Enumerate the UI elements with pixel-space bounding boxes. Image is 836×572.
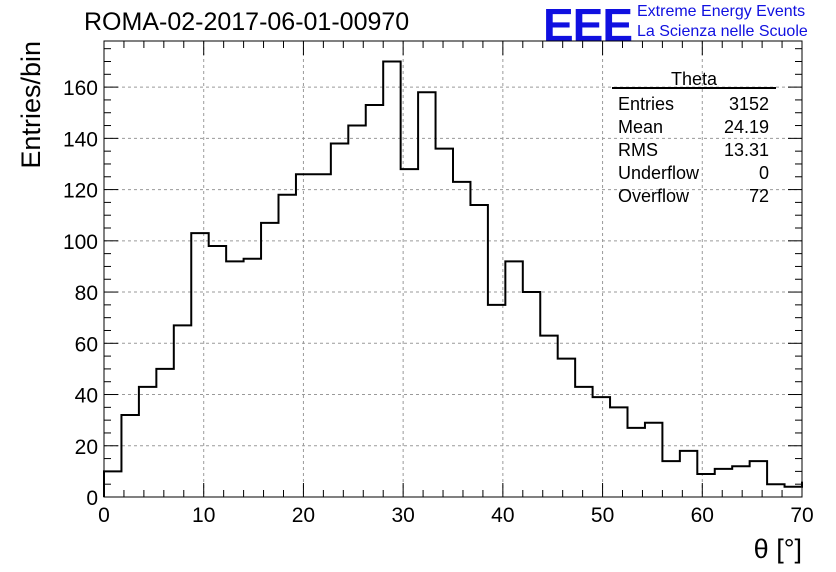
x-tick-label: 20 <box>292 504 315 527</box>
histogram-bin <box>313 174 330 497</box>
histogram-bin <box>628 428 645 497</box>
histogram-outline <box>103 60 803 497</box>
stats-value: 3152 <box>729 94 769 114</box>
logo-line-1: Extreme Energy Events <box>637 3 806 20</box>
histogram-bin <box>470 205 487 497</box>
x-tick-label: 10 <box>192 504 215 527</box>
y-tick-label: 80 <box>75 282 98 305</box>
histogram-bin <box>191 233 208 497</box>
histogram-bin <box>662 461 679 497</box>
y-axis-label: Entries/bin <box>16 41 46 169</box>
x-tick-label: 40 <box>491 504 514 527</box>
y-tick-label: 120 <box>63 180 98 203</box>
y-tick-label: 100 <box>63 231 98 254</box>
histogram-bin <box>750 461 767 497</box>
chart-title: ROMA-02-2017-06-01-00970 <box>84 8 410 36</box>
stats-label: Mean <box>618 117 663 137</box>
y-tick-label: 40 <box>75 385 98 408</box>
histogram-bin <box>156 369 173 497</box>
histogram-bin <box>261 223 278 497</box>
histogram-bin <box>523 292 540 497</box>
histogram-bin <box>244 259 261 497</box>
stats-label: Underflow <box>618 163 700 183</box>
histogram-bin <box>488 305 505 497</box>
histogram-bin <box>436 149 453 497</box>
x-tick-label: 70 <box>790 504 813 527</box>
y-tick-label: 60 <box>75 333 98 356</box>
histogram-bin <box>610 407 627 497</box>
histogram-bin <box>575 387 592 497</box>
logo-text: Extreme Energy Events La Scienza nelle S… <box>637 2 808 42</box>
histogram-bin <box>453 182 470 497</box>
x-tick-label: 0 <box>98 504 110 527</box>
histogram-bin <box>680 451 697 497</box>
histogram-bin <box>348 126 365 497</box>
x-tick-label: 50 <box>591 504 614 527</box>
histogram-bin <box>697 474 714 497</box>
histogram-bin <box>331 143 348 497</box>
stats-value: 24.19 <box>724 117 769 137</box>
plot-frame <box>103 40 803 498</box>
logo-line-2: La Scienza nelle Scuole <box>637 23 808 40</box>
x-tick-label: 30 <box>391 504 414 527</box>
histogram-bin <box>732 466 749 497</box>
y-tick-label: 140 <box>63 128 98 151</box>
histogram-bin <box>785 487 802 497</box>
eee-logo: EEE <box>543 0 633 51</box>
histogram-bin <box>645 423 662 497</box>
histogram-bin <box>383 61 400 497</box>
stats-label: Overflow <box>618 186 690 206</box>
histogram-bin <box>366 105 383 497</box>
y-tick-label: 20 <box>75 436 98 459</box>
histogram-bin <box>121 415 138 497</box>
histogram-bin <box>540 336 557 497</box>
histogram-bin <box>174 325 191 497</box>
histogram-bin <box>558 359 575 497</box>
x-axis-label: θ [°] <box>754 534 802 564</box>
histogram-bin <box>593 397 610 497</box>
stats-label: Entries <box>618 94 674 114</box>
histogram-bin <box>139 387 156 497</box>
x-tick-label: 60 <box>691 504 714 527</box>
y-tick-label: 0 <box>86 487 98 510</box>
stats-value: 13.31 <box>724 140 769 160</box>
histogram-bin <box>767 484 784 497</box>
histogram-bin <box>296 174 313 497</box>
stats-value: 0 <box>759 163 769 183</box>
stats-title: Theta <box>671 69 718 89</box>
histogram-bin <box>401 169 418 497</box>
histogram-bin <box>279 195 296 497</box>
histogram-bin <box>715 469 732 497</box>
histogram-bin <box>418 92 435 497</box>
histogram-bin <box>104 471 121 497</box>
stats-value: 72 <box>749 186 769 206</box>
histogram-bin <box>209 246 226 497</box>
stats-label: RMS <box>618 140 658 160</box>
histogram-bin <box>505 261 522 497</box>
histogram-bin <box>226 261 243 497</box>
y-tick-label: 160 <box>63 77 98 100</box>
